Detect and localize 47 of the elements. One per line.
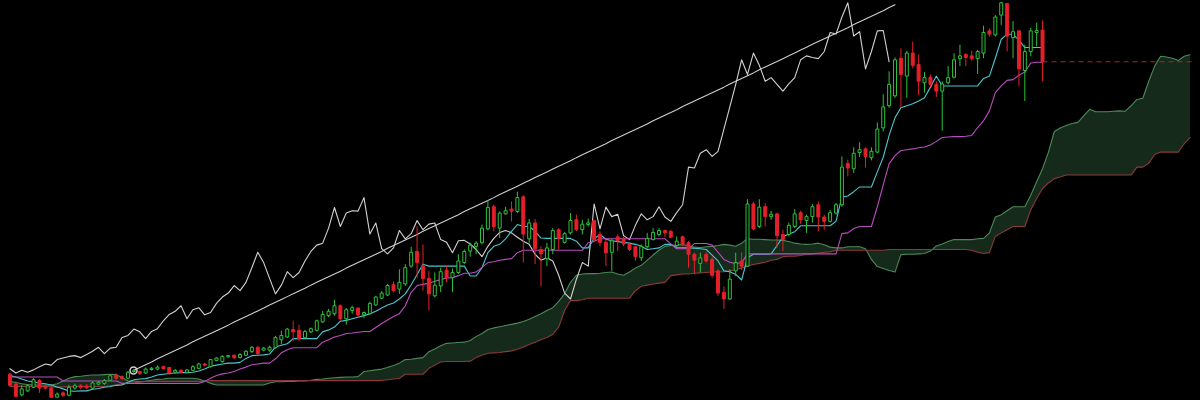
candlestick [415, 226, 420, 279]
candlestick [863, 146, 868, 169]
candlestick [733, 252, 738, 277]
candlestick [491, 204, 496, 232]
candlestick [780, 229, 785, 252]
candlestick [816, 201, 821, 232]
candlestick [426, 270, 431, 311]
candlestick [603, 239, 608, 267]
candlestick [721, 285, 726, 310]
candlestick [1022, 44, 1027, 102]
candlestick [556, 227, 561, 250]
candlestick [792, 208, 797, 229]
candlestick [515, 191, 520, 214]
candlestick [421, 243, 425, 292]
candlestick [769, 210, 774, 221]
candlestick [716, 268, 720, 297]
candlestick [775, 212, 779, 249]
candlestick [527, 218, 532, 244]
candlestick [438, 267, 443, 293]
candlestick [1011, 20, 1016, 59]
candlestick [946, 65, 951, 85]
candlestick [361, 311, 366, 319]
candlestick [887, 70, 892, 109]
candlestick [539, 245, 543, 287]
candlestick [291, 320, 296, 342]
candlestick [763, 202, 768, 228]
candlestick [957, 44, 962, 67]
candlestick [898, 47, 903, 109]
candlestick [409, 246, 414, 269]
candlestick [940, 80, 945, 132]
candlestick [474, 240, 479, 255]
candlestick [922, 71, 927, 94]
candlestick [485, 199, 490, 231]
candlestick [509, 201, 514, 222]
candlestick [550, 227, 555, 255]
candlestick [757, 198, 762, 229]
candlestick [881, 93, 886, 132]
candlestick [904, 50, 909, 99]
candlestick [710, 256, 715, 279]
candlestick [609, 238, 614, 272]
candlestick [727, 268, 732, 301]
candlestick [698, 252, 703, 273]
candlestick [544, 242, 549, 267]
candlestick [432, 271, 437, 298]
candlestick [952, 52, 957, 79]
candlestick [480, 224, 484, 245]
candlestick [851, 146, 856, 174]
